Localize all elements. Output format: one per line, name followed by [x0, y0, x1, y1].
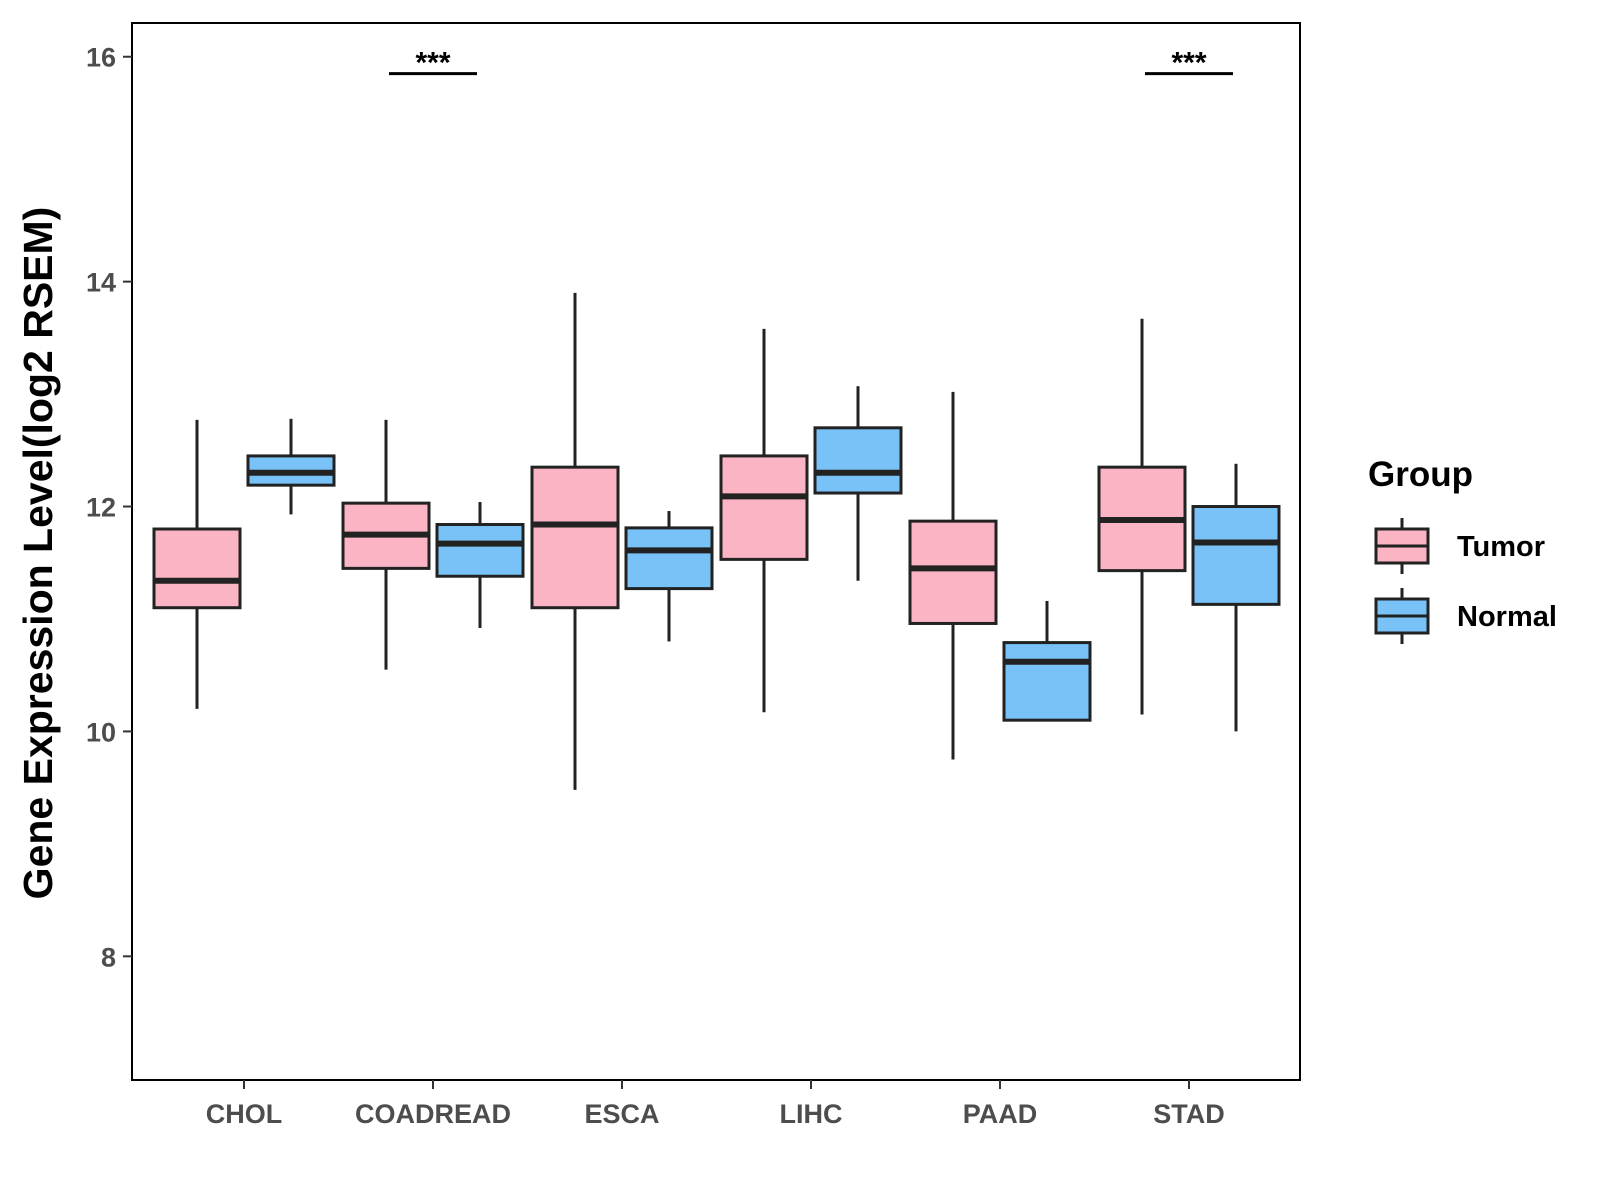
box-normal-paad: [1002, 600, 1092, 722]
y-tick-label: 8: [101, 942, 116, 972]
legend-label: Normal: [1457, 601, 1557, 633]
box-iqr: [435, 523, 525, 578]
box-normal-lihc: [813, 386, 903, 581]
significance-label: ***: [415, 47, 450, 80]
box-iqr: [908, 519, 998, 625]
box-iqr: [1191, 505, 1281, 606]
box-iqr: [1002, 641, 1092, 722]
x-tick-label: ESCA: [584, 1099, 659, 1129]
x-tick-label: PAAD: [963, 1099, 1038, 1129]
box-normal-coadread: [435, 502, 525, 628]
legend-item-tumor: Tumor: [1374, 518, 1545, 574]
y-axis-title: Gene Expression Level(log2 RSEM): [15, 207, 61, 900]
legend: Group Tumor Normal: [1368, 455, 1557, 644]
box-tumor-esca: [530, 292, 620, 790]
box-tumor-paad: [908, 391, 998, 760]
legend-label: Tumor: [1457, 531, 1545, 563]
box-iqr: [530, 465, 620, 610]
box-tumor-lihc: [719, 328, 809, 713]
y-tick-label: 16: [86, 43, 116, 73]
box-iqr: [813, 426, 903, 495]
box-tumor-chol: [152, 419, 242, 709]
y-tick-label: 14: [86, 268, 116, 298]
legend-title: Group: [1368, 455, 1473, 494]
box-normal-esca: [624, 511, 714, 642]
box-iqr: [624, 526, 714, 591]
plot-area: *** ***: [152, 47, 1281, 790]
plot-panel-border: [131, 22, 1301, 1081]
x-tick-label: COADREAD: [355, 1099, 511, 1129]
box-normal-stad: [1191, 463, 1281, 732]
box-iqr: [719, 454, 809, 561]
x-tick-label: LIHC: [780, 1099, 843, 1129]
box-normal-chol: [246, 418, 336, 515]
box-tumor-stad: [1097, 318, 1187, 715]
significance-label: ***: [1171, 47, 1206, 80]
y-tick-label: 12: [86, 493, 116, 523]
x-tick-label: CHOL: [206, 1099, 283, 1129]
x-tick-label: STAD: [1153, 1099, 1225, 1129]
box-iqr: [152, 527, 242, 610]
box-tumor-coadread: [341, 419, 431, 670]
axes: 8 10 12 14 16 CHOL COADREAD ESCA LIHC PAAD STAD: [86, 43, 1225, 1129]
legend-item-normal: Normal: [1374, 588, 1557, 644]
y-tick-label: 10: [86, 717, 116, 747]
